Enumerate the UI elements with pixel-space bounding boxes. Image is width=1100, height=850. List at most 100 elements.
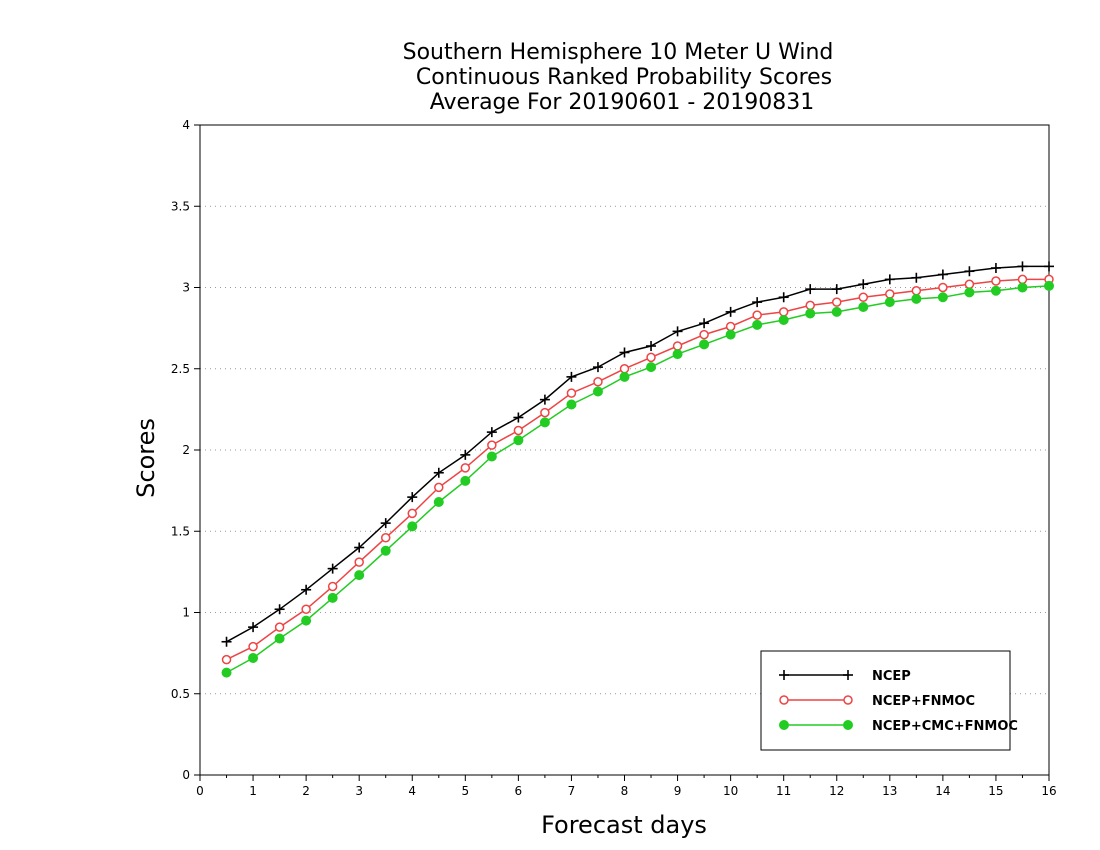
x-tick-label: 6 [515,784,523,798]
data-point [646,362,657,373]
data-point [539,417,550,428]
data-point [725,321,736,332]
legend-item-ncep-cmc-fnmoc: NCEP+CMC+FNMOC [779,719,1018,734]
y-tick-label: 2.5 [171,362,190,376]
x-tick-label: 16 [1041,784,1056,798]
x-tick-label: 15 [988,784,1003,798]
data-point [725,329,736,340]
y-tick-label: 1.5 [171,524,190,538]
legend-label: NCEP+FNMOC [872,694,975,709]
data-point [274,633,285,644]
legend-marker [843,720,853,730]
data-point [964,279,975,289]
data-point [460,463,471,473]
data-point [327,563,338,574]
data-point [513,412,524,423]
data-point [884,297,895,308]
data-point [380,518,391,529]
data-point [1044,261,1054,272]
data-point [592,386,603,397]
legend-marker [779,720,789,730]
data-point [699,339,710,350]
data-point [1044,280,1054,291]
data-point [805,300,815,311]
data-point [539,394,550,405]
data-point [885,289,895,299]
data-point [380,533,391,543]
x-tick-label: 8 [621,784,629,798]
data-point [805,308,816,319]
data-point [407,521,418,532]
data-point [938,282,948,293]
data-point [832,297,842,307]
x-tick-label: 13 [882,784,897,798]
data-point [672,349,683,360]
legend: NCEP NCEP+FNMOC NCEP+CMC+FNMOC [760,650,1018,751]
data-point [1017,274,1028,285]
chart-title-line-1: Southern Hemisphere 10 Meter U Wind [403,40,834,65]
series-ncep-fnmoc [221,274,1054,665]
data-point [699,318,710,329]
x-tick-label: 11 [776,784,791,798]
data-point [460,475,471,486]
chart-title-line-3: Average For 20190601 - 20190831 [430,90,815,115]
x-tick-label: 10 [723,784,738,798]
legend-item-ncep: NCEP [779,669,911,684]
data-point [752,310,762,320]
data-point [301,615,312,626]
data-point [858,302,869,312]
data-point [460,449,471,460]
x-tick-label: 7 [568,784,576,798]
data-point [540,407,550,418]
data-point [487,440,497,450]
x-tick-label: 5 [461,784,469,798]
data-point [778,315,789,325]
x-tick-label: 4 [408,784,416,798]
data-point [301,604,311,614]
data-point [672,341,683,351]
data-point [858,279,869,290]
data-point [301,584,312,595]
chart-title-line-2: Continuous Ranked Probability Scores [416,65,832,90]
data-point [593,377,603,387]
legend-marker [779,670,789,680]
data-point [937,292,948,303]
data-point [566,399,577,410]
series-ncep-cmc-fnmoc [221,280,1054,678]
data-point [486,427,497,438]
y-tick-label: 3 [182,281,190,295]
data-point [354,542,365,553]
y-axis-label: Scores [132,418,160,498]
data-point [566,371,577,382]
y-tick-label: 0 [182,768,190,782]
legend-marker [843,670,853,680]
data-point [699,329,709,340]
data-point [1017,282,1028,293]
data-point [937,269,948,280]
data-point [592,362,603,373]
data-point [221,667,232,678]
y-tick-label: 2 [182,443,190,457]
series-line-ncep-cmc-fnmoc [226,285,1050,674]
grid-lines [200,205,1049,695]
data-point [911,286,922,296]
series-ncep [221,261,1054,647]
legend-item-ncep-fnmoc: NCEP+FNMOC [779,694,975,709]
data-point [752,297,763,308]
x-tick-label: 1 [249,784,257,798]
data-point [433,497,444,507]
data-point [566,388,577,398]
data-point [407,492,418,503]
data-point [248,653,259,663]
data-point [513,435,524,446]
data-point [354,557,364,567]
data-point [619,364,630,374]
data-point [221,654,232,665]
data-point [434,482,444,493]
data-point [778,292,789,303]
data-point [433,467,444,478]
data-point [221,636,232,647]
data-point [380,545,391,556]
legend-label: NCEP [872,669,911,684]
